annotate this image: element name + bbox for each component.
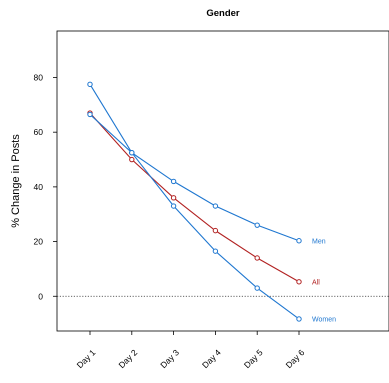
series-line-women (89, 114, 300, 320)
series-men: Men (87, 81, 326, 245)
data-point-men (87, 81, 93, 88)
x-tick-label: Day 5 (242, 347, 265, 370)
series-line-all (89, 112, 300, 283)
data-point-women (296, 316, 302, 322)
data-point-women (212, 248, 219, 254)
data-point-women (254, 285, 260, 291)
data-point-men (254, 222, 260, 228)
y-tick-label: 0 (38, 291, 43, 301)
y-tick-label: 80 (34, 72, 44, 82)
data-point-all (129, 156, 135, 163)
data-point-women (129, 149, 135, 156)
data-point-all (254, 255, 260, 261)
series-all: All (87, 110, 320, 286)
x-tick-label: Day 2 (116, 347, 139, 370)
series-line-men (89, 84, 300, 242)
data-point-all (296, 279, 302, 285)
y-tick-label: 60 (34, 127, 44, 137)
data-point-men (296, 238, 302, 244)
series-label-men: Men (312, 238, 326, 245)
x-tick-label: Day 1 (75, 347, 98, 370)
x-axis: Day 1 Day 2 Day 3 Day 4 Day 5 Day 6 (75, 331, 307, 370)
y-axis-label: % Change in Posts (10, 134, 22, 228)
data-point-women (87, 111, 93, 118)
data-point-all (170, 195, 177, 201)
data-point-men (212, 203, 219, 209)
y-axis: 0 20 40 60 80 (34, 72, 57, 301)
data-point-all (212, 227, 219, 234)
x-tick-label: Day 3 (158, 347, 181, 370)
data-point-men (170, 178, 177, 185)
y-tick-label: 40 (34, 182, 44, 192)
x-tick-label: Day 4 (200, 347, 223, 370)
data-point-women (170, 203, 177, 209)
plot-frame (56, 30, 389, 332)
x-tick-label: Day 6 (284, 347, 307, 370)
series-layer: Men All Women (87, 81, 336, 323)
series-label-women: Women (312, 316, 336, 323)
series-women: Women (87, 111, 336, 323)
chart-title: Gender (206, 8, 240, 19)
y-tick-label: 20 (34, 237, 44, 247)
series-label-all: All (312, 279, 320, 286)
